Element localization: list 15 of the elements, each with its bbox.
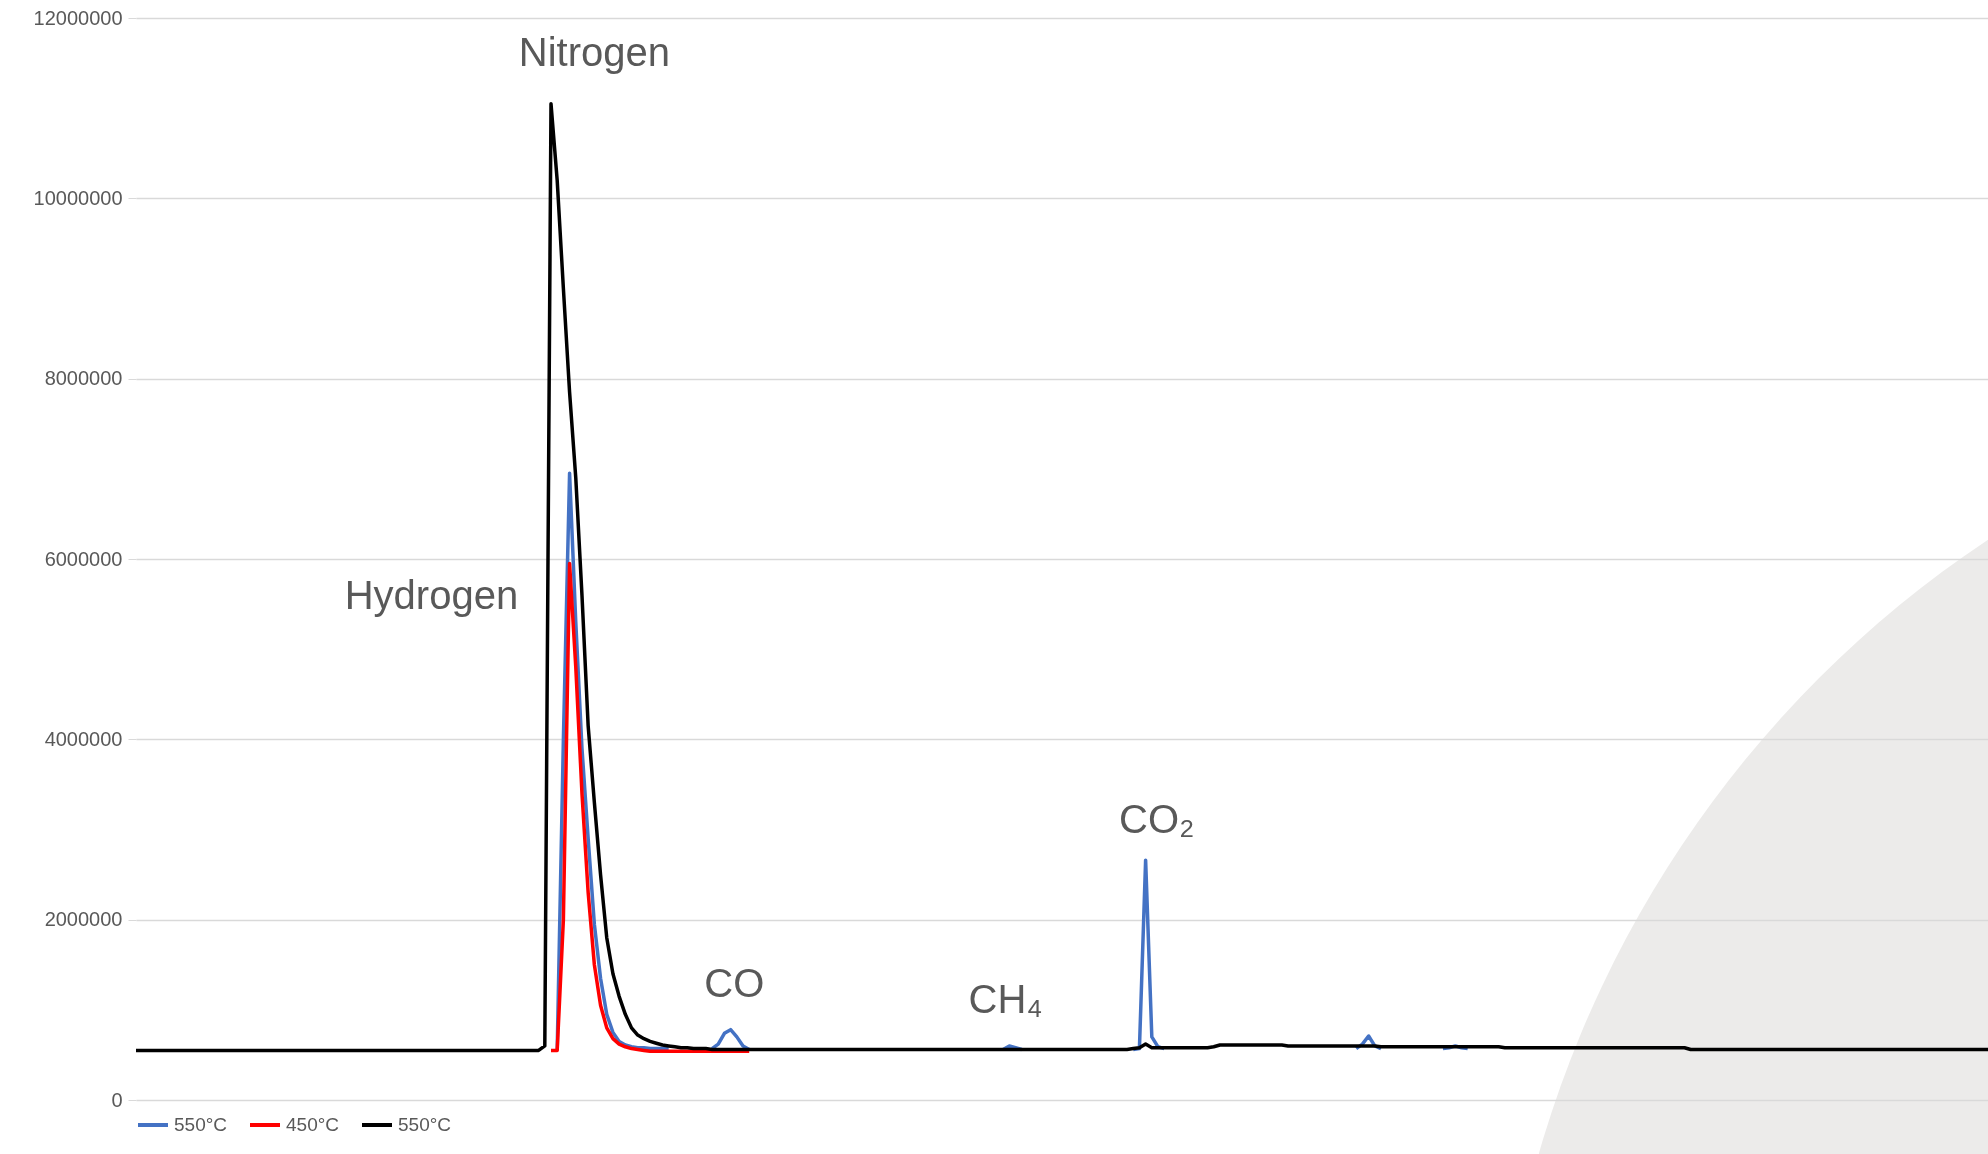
legend-label: 550°C [174,1114,228,1135]
y-tick-label: 12000000 [33,6,123,29]
y-tick-label: 2000000 [44,908,123,931]
y-tick-label: 8000000 [44,367,123,390]
y-tick-label: 10000000 [33,186,123,209]
annotation: CO [704,960,765,1005]
y-tick-label: 6000000 [44,547,123,570]
annotation: CO₂ [1119,797,1195,842]
annotation: CH₄ [968,976,1043,1021]
y-tick-label: 0 [111,1088,123,1111]
y-tick-label: 4000000 [44,727,123,750]
annotation: Hydrogen [344,572,519,617]
legend-label: 550°C [398,1114,452,1135]
legend-label: 450°C [286,1114,340,1135]
annotation: Nitrogen [518,30,670,75]
